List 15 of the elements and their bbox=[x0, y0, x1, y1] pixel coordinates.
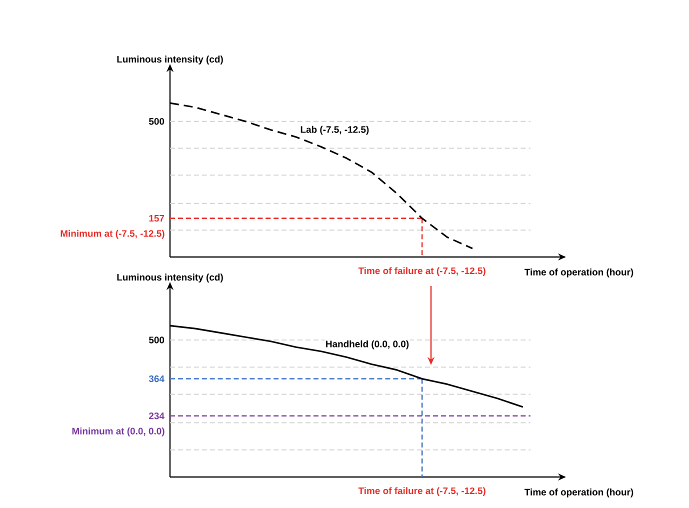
series-label: Handheld (0.0, 0.0) bbox=[326, 340, 409, 350]
text: Time of failure at (-7.5, -12.5) bbox=[358, 267, 486, 276]
x-axis-title: Time of operation (hour) bbox=[524, 488, 634, 498]
y-tick-label: 157 bbox=[149, 214, 164, 222]
ref-line-label: Minimum at (-7.5, -12.5) bbox=[60, 230, 164, 239]
series-label: Lab (-7.5, -12.5) bbox=[300, 126, 369, 135]
y-tick-label: 500 bbox=[148, 336, 164, 344]
text: Time of failure at (-7.5, -12.5) bbox=[358, 487, 486, 496]
y-tick-label: 500 bbox=[148, 118, 164, 125]
y-axis-title: Luminous intensity (cd) bbox=[117, 56, 223, 64]
y-axis-title: Luminous intensity (cd) bbox=[117, 274, 223, 282]
y-tick-label: 234 bbox=[149, 412, 164, 420]
y-tick-label: 364 bbox=[148, 375, 164, 382]
ref-line-label: Minimum at (0.0, 0.0) bbox=[72, 427, 164, 436]
x-axis-title: Time of operation (hour) bbox=[524, 268, 634, 278]
